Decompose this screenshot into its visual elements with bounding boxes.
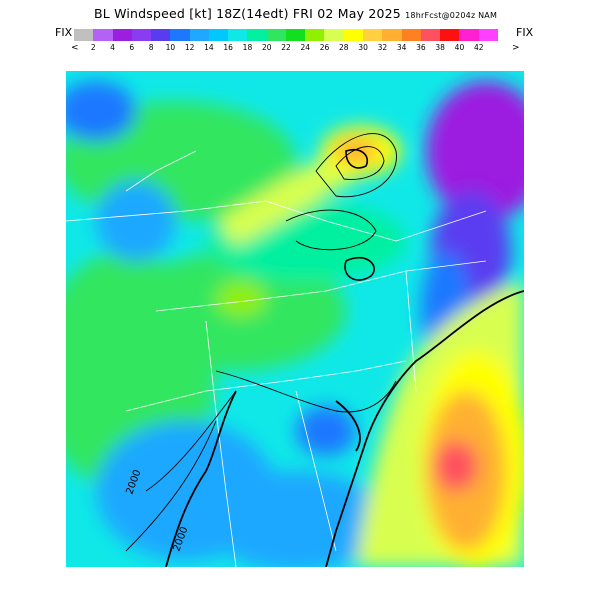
- legend-tick: 6: [129, 43, 135, 52]
- legend-tick: 38: [435, 43, 445, 52]
- wind-map: 2000 2000: [66, 71, 524, 567]
- legend-tick: 22: [281, 43, 291, 52]
- legend-swatch: [305, 29, 325, 41]
- legend-tick: 4: [110, 43, 115, 52]
- legend-swatch: [343, 29, 363, 41]
- legend-tick: 2: [90, 43, 96, 52]
- legend-swatch: [131, 29, 152, 41]
- title-main: BL Windspeed [kt] 18Z(14edt) FRI 02 May …: [93, 6, 401, 21]
- legend-swatch: [440, 29, 460, 41]
- legend-tick: 36: [416, 43, 426, 52]
- map-borders: [66, 150, 487, 567]
- legend-tick: 42: [473, 43, 484, 52]
- legend-tick: 16: [223, 43, 233, 52]
- legend-tick: 24: [300, 43, 311, 52]
- legend-swatch: [170, 29, 190, 41]
- color-legend: [74, 29, 498, 41]
- legend-tick: 8: [148, 43, 154, 52]
- legend-swatch: [189, 29, 209, 41]
- legend-tick: 20: [261, 43, 272, 52]
- contours: [125, 133, 397, 552]
- legend-swatch: [382, 29, 402, 41]
- title-sub: 18hrFcst@0204z NAM: [405, 11, 498, 20]
- legend-swatch: [420, 29, 441, 41]
- legend-swatch: [151, 29, 171, 41]
- legend-swatch: [459, 29, 479, 41]
- legend-right-arrow: >: [512, 43, 520, 53]
- legend-swatch: [324, 29, 344, 41]
- legend-swatch: [478, 29, 498, 41]
- legend-swatch: [93, 29, 113, 41]
- legend-swatch: [401, 29, 421, 41]
- bold-contours: [165, 390, 361, 567]
- legend-tick: 12: [184, 43, 195, 52]
- legend-swatch: [362, 29, 383, 41]
- legend-swatch: [228, 29, 248, 41]
- legend-swatch: [247, 29, 267, 41]
- coastline: [325, 290, 524, 567]
- legend-left-arrow: <: [71, 43, 79, 53]
- legend-swatch: [74, 29, 94, 41]
- legend-tick: 30: [358, 43, 368, 52]
- legend-swatch: [112, 29, 132, 41]
- legend-right-label: FIX: [516, 26, 534, 39]
- legend-swatch: [266, 29, 286, 41]
- legend-ticks: 2 4 6 8 10 12 14 16 18 20 22 24 26 28 30 32 34 36 38 40 42: [74, 43, 498, 55]
- legend-tick: 40: [454, 43, 465, 52]
- legend-swatch: [285, 29, 306, 41]
- legend-tick: 26: [319, 43, 330, 52]
- legend-tick: 14: [204, 43, 214, 52]
- chart-title: BL Windspeed [kt] 18Z(14edt) FRI 02 May …: [0, 6, 591, 21]
- legend-tick: 28: [339, 43, 349, 52]
- legend-tick: 10: [165, 43, 176, 52]
- legend-tick: 32: [377, 43, 388, 52]
- map-canvas: 2000 2000: [66, 71, 524, 567]
- legend-swatch: [208, 29, 229, 41]
- legend-left-label: FIX: [55, 26, 73, 39]
- legend-tick: 34: [396, 43, 407, 52]
- legend-tick: 18: [242, 43, 253, 52]
